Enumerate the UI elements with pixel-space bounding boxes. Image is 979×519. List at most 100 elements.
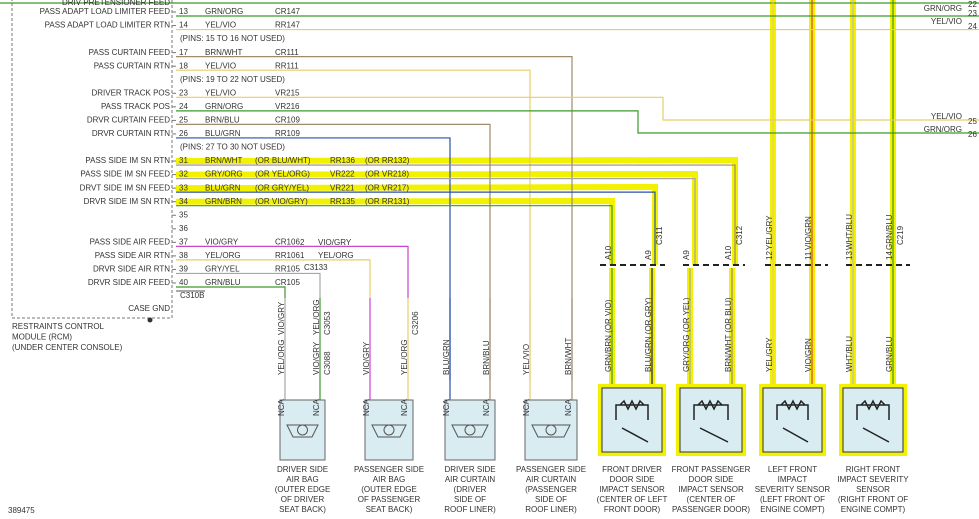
component-caption: FRONT PASSENGER (672, 465, 751, 474)
circuit: VR216 (275, 102, 300, 111)
wire-color: GRY/YEL (205, 265, 240, 274)
edge-wire: GRN/ORG (924, 125, 962, 134)
component-caption: PASSENGER SIDE (354, 465, 424, 474)
wire (176, 178, 696, 265)
wire-label: GRN/BLU (885, 336, 894, 372)
ground-label: CASE GND (128, 304, 170, 313)
pin-number: 25 (179, 116, 188, 125)
wire-color: BRN/WHT (205, 48, 242, 57)
sensor-symbol (615, 399, 649, 443)
wire-label: 14 (885, 251, 894, 260)
component-caption: (OUTER EDGE (275, 485, 331, 494)
circuit-alt: (OR RR132) (365, 156, 410, 165)
component-caption: LEFT FRONT (768, 465, 817, 474)
sensor-box (679, 387, 743, 453)
edge-pin: 23 (968, 9, 977, 18)
splice-wire: VIO/GRY (318, 238, 352, 247)
wire-label: WHT/BLU (845, 336, 854, 372)
wire-label: A9 (644, 250, 653, 260)
circuit: RR147 (275, 21, 300, 30)
wire (176, 245, 409, 298)
note: (PINS: 27 TO 30 NOT USED) (180, 143, 285, 152)
circuit: RR111 (275, 61, 299, 70)
wire-color: GRN/ORG (205, 7, 243, 16)
component-caption: (RIGHT FRONT OF (838, 495, 908, 504)
component-caption: ENGINE COMPT) (841, 505, 906, 514)
wire-label: BLU/GRN (442, 339, 451, 375)
nca-label: NCA (482, 398, 491, 416)
pin-label: PASS SIDE IM SN RTN (85, 156, 170, 165)
pin-number: 31 (179, 156, 188, 165)
nca-label: NCA (442, 398, 451, 416)
component-caption: AIR CURTAIN (445, 475, 496, 484)
circuit-alt: (OR VR218) (365, 170, 409, 179)
pin-label: DRVT SIDE IM SN FEED (80, 183, 171, 192)
component-caption: IMPACT (778, 475, 808, 484)
pin-number: 14 (179, 21, 188, 30)
component-caption: FRONT DRIVER (602, 465, 662, 474)
circuit: CR106 (275, 237, 300, 246)
pin-number: 17 (179, 48, 188, 57)
pin-label: PASS CURTAIN FEED (89, 48, 171, 57)
component-caption: AIR CURTAIN (526, 475, 577, 484)
module-box (279, 399, 326, 461)
wire-color: BRN/WHT (205, 156, 242, 165)
wire-label: A10 (604, 245, 613, 260)
edge-pin: 25 (968, 117, 977, 126)
connector-label: C3088 (323, 351, 332, 375)
wire-label: VIO/GRY (277, 301, 286, 335)
module-symbol (371, 424, 407, 438)
pin-label: PASS CURTAIN RTN (94, 61, 171, 70)
pin-number: 24 (179, 102, 188, 111)
pin-label: DRIVER TRACK POS (91, 88, 170, 97)
wire-color: BLU/GRN (205, 183, 241, 192)
wire-label: WHT/BLU (845, 214, 854, 250)
pin-number: 39 (179, 265, 188, 274)
circuit: VR222 (330, 170, 355, 179)
circuit: RR105 (275, 265, 300, 274)
component-caption: IMPACT SENSOR (599, 485, 665, 494)
wire (176, 110, 979, 134)
wire-color: BRN/BLU (205, 116, 240, 125)
component-caption: DRIVER SIDE (277, 465, 328, 474)
sensor-box (601, 387, 663, 453)
component-caption: (CENTER OF (687, 495, 736, 504)
pin-number: 38 (179, 251, 188, 260)
circuit-alt: (OR RR131) (365, 197, 410, 206)
module-symbol (464, 424, 476, 436)
edge-wire: YEL/VIO (931, 112, 962, 121)
component-caption: (OUTER EDGE (361, 485, 417, 494)
nca-label: NCA (564, 398, 573, 416)
component-caption: DRIVER SIDE (444, 465, 495, 474)
pin-number: 33 (179, 183, 188, 192)
component-caption: PASSENGER SIDE (516, 465, 586, 474)
connector-label: C312 (735, 225, 744, 245)
wire-label: YEL/ORG (277, 339, 286, 375)
module-title: RESTRAINTS CONTROL (12, 322, 105, 331)
sensor-box (842, 387, 904, 453)
module-box (524, 399, 578, 461)
edge-pin: 22 (968, 0, 977, 9)
wire-label: GRN/BLU (885, 214, 894, 250)
wire-label: VIO/GRN (804, 338, 813, 372)
component-caption: PASSENGER DOOR) (672, 505, 750, 514)
component-caption: IMPACT SEVERITY (837, 475, 909, 484)
wire-color: VIO/GRY (205, 237, 239, 246)
component-caption: SENSOR (856, 485, 890, 494)
wire-color-alt: (OR YEL/ORG) (255, 170, 310, 179)
pin-label: DRVR CURTAIN FEED (87, 116, 170, 125)
wire-label: BLU/GRN (OR GRY) (644, 297, 653, 372)
wire (176, 96, 979, 121)
splice-pin: 2 (300, 238, 305, 247)
module-title: (UNDER CENTER CONSOLE) (12, 343, 123, 352)
wire-label: GRY/ORG (OR YEL) (682, 297, 691, 372)
component-caption: (DRIVER (454, 485, 487, 494)
pin-number: 34 (179, 197, 188, 206)
circuit: CR111 (275, 48, 299, 57)
wire-color: GRN/BLU (205, 278, 241, 287)
module-box (444, 399, 496, 461)
component-caption: DOOR SIDE (689, 475, 734, 484)
sensor-box (762, 387, 823, 453)
circuit: RR135 (330, 197, 355, 206)
splice-connector: C3133 (304, 263, 328, 272)
